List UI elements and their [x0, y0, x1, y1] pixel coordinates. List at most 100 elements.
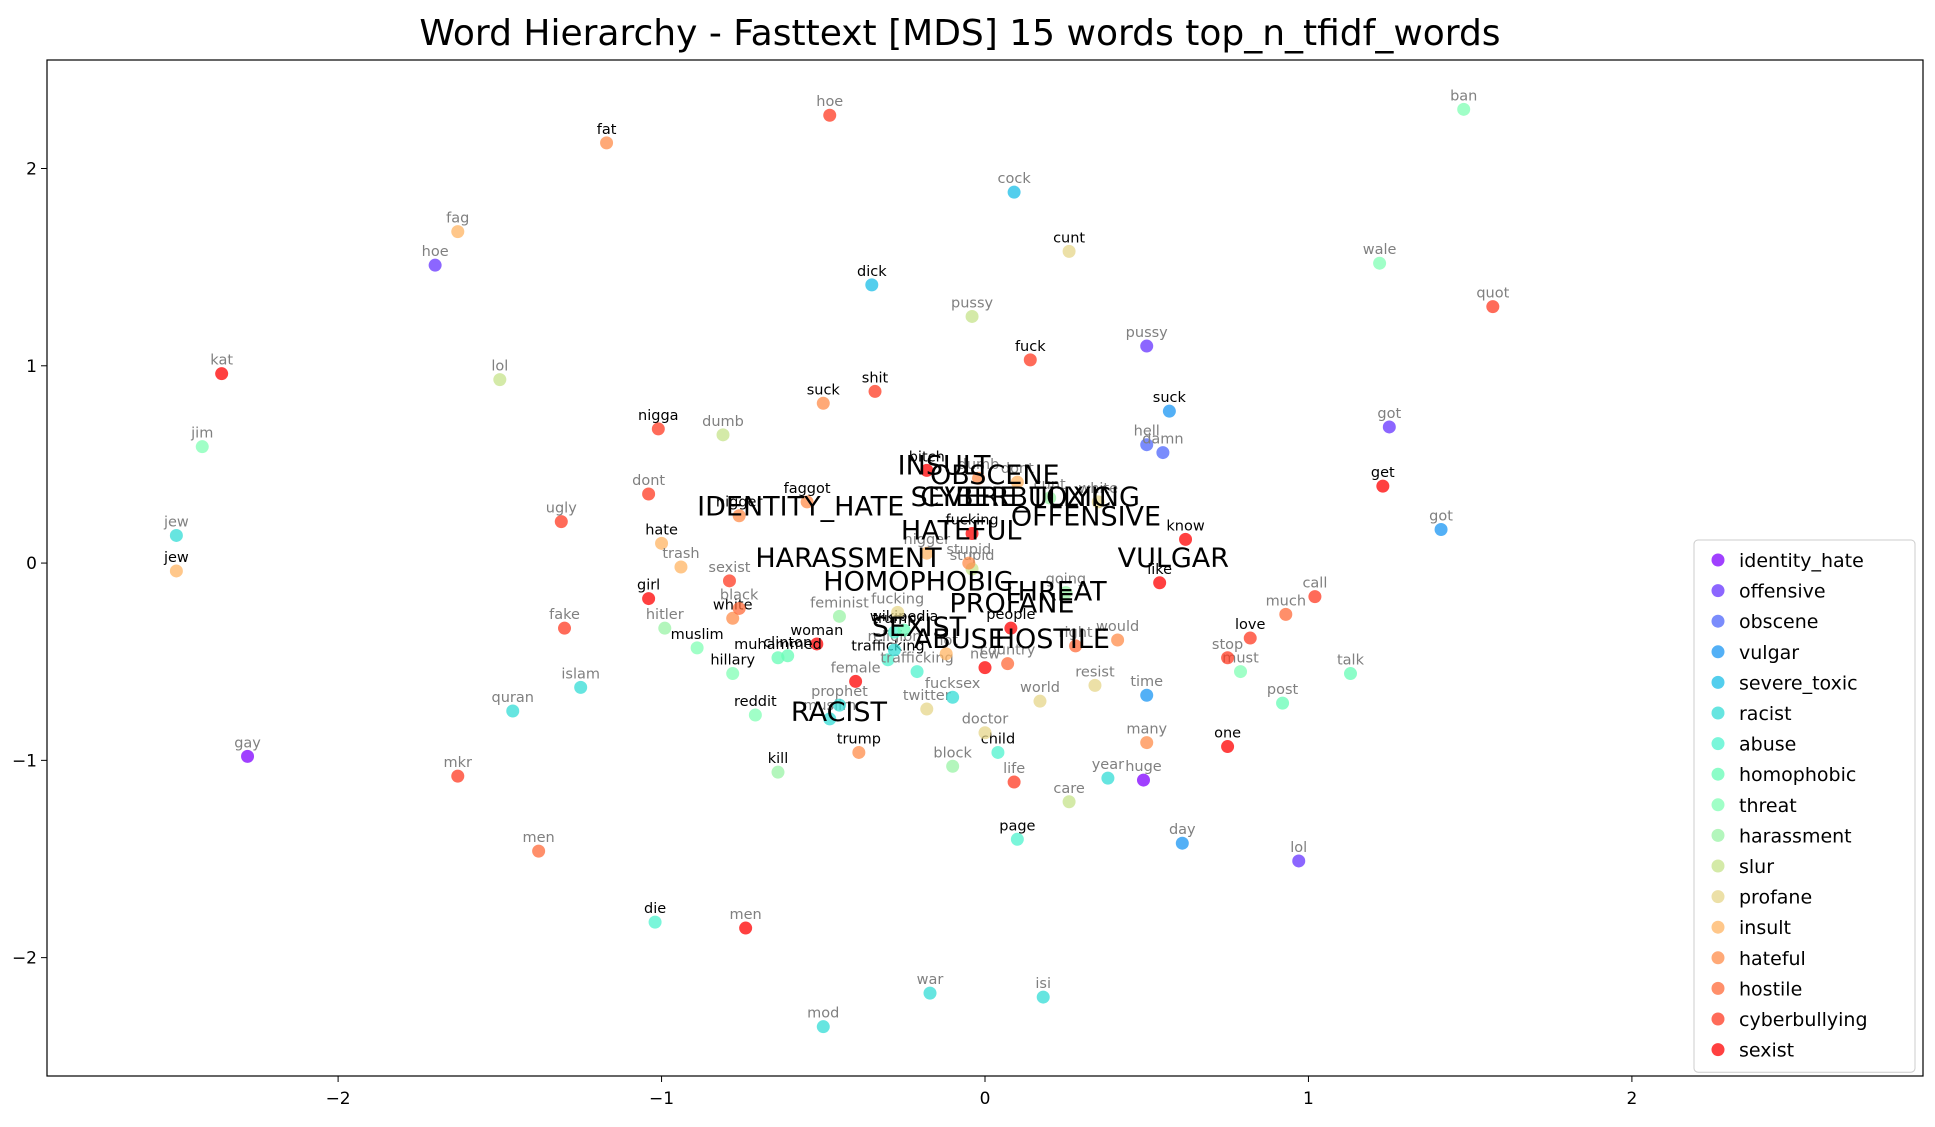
data-point — [1043, 491, 1057, 505]
point-label: doctor — [962, 712, 1009, 728]
point-label: suck — [1153, 390, 1187, 406]
data-point — [1136, 773, 1150, 787]
data-point — [1004, 621, 1018, 635]
point-label: know — [1166, 518, 1204, 534]
point-label: one — [1214, 726, 1241, 742]
legend-marker — [1711, 798, 1725, 812]
data-point — [1062, 244, 1076, 258]
point-label: ban — [1450, 88, 1477, 104]
data-point — [1221, 651, 1235, 665]
data-point — [1069, 639, 1083, 653]
point-label: got — [1429, 509, 1453, 525]
data-point — [1382, 420, 1396, 434]
data-point — [506, 704, 520, 718]
category-label: INSULT — [898, 450, 991, 481]
legend-entry: offensive — [1739, 581, 1826, 603]
data-point — [965, 526, 979, 540]
point-label: many — [1126, 722, 1167, 738]
data-point — [1162, 404, 1176, 418]
legend-marker — [1711, 645, 1725, 659]
data-point — [1091, 495, 1105, 509]
data-point — [1033, 694, 1047, 708]
data-point — [722, 574, 736, 588]
legend-marker — [1711, 1043, 1725, 1057]
point-label: ugly — [546, 501, 577, 517]
point-label: trash — [662, 546, 699, 562]
point-label: stop — [1212, 637, 1243, 653]
legend-box — [1693, 539, 1916, 1073]
point-label: die — [644, 901, 666, 917]
point-label: fucking — [946, 512, 999, 528]
point-label: woman — [790, 623, 843, 639]
data-point — [1023, 353, 1037, 367]
point-label: people — [986, 607, 1035, 623]
data-point — [800, 495, 814, 509]
legend-entry: hostile — [1739, 978, 1802, 1000]
category-label: HARASSMENT — [755, 543, 942, 574]
data-point — [991, 745, 1005, 759]
point-label: trafficking — [851, 639, 924, 655]
data-point — [169, 528, 183, 542]
point-label: stupid — [950, 548, 995, 564]
point-label: hate — [645, 522, 678, 538]
legend-marker — [1711, 828, 1725, 842]
y-tick-label: −1 — [12, 751, 37, 771]
data-point — [690, 641, 704, 655]
data-point — [810, 637, 824, 651]
data-point — [1292, 854, 1306, 868]
legend: identity_hate offensive obscene vulgar sever… — [1693, 539, 1916, 1073]
data-point — [493, 373, 507, 387]
data-point — [532, 844, 546, 858]
data-point — [451, 769, 465, 783]
category-label: PROFANE — [949, 588, 1074, 619]
data-point — [920, 546, 934, 560]
data-point — [1062, 795, 1076, 809]
legend-entry: hateful — [1739, 948, 1806, 970]
point-label: lol — [491, 359, 508, 375]
point-label: prophet — [811, 684, 868, 700]
legend-marker — [1711, 706, 1725, 720]
legend-entry: abuse — [1739, 734, 1796, 756]
legend-marker — [1711, 951, 1725, 965]
data-point — [1001, 657, 1015, 671]
point-label: lol — [1290, 840, 1307, 856]
legend-entry: cyberbullying — [1739, 1009, 1868, 1031]
data-point — [865, 278, 879, 292]
point-label: resist — [1075, 664, 1115, 680]
category-label: SEVERE_TOXIC — [911, 482, 1111, 513]
point-label: nigger — [904, 532, 951, 548]
point-label: wale — [1363, 242, 1397, 258]
point-label: suck — [807, 382, 841, 398]
legend-marker — [1711, 920, 1725, 934]
point-label: dumb — [702, 414, 744, 430]
data-point — [1088, 678, 1102, 692]
point-label: pussy — [951, 295, 994, 311]
data-point — [600, 136, 614, 150]
point-label: kat — [210, 353, 233, 369]
legend-marker — [1711, 890, 1725, 904]
point-label: pussy — [1126, 325, 1169, 341]
point-label: life — [1003, 761, 1025, 777]
data-point — [1308, 590, 1322, 604]
data-point — [642, 487, 656, 501]
category-label: CYBERBULLYING — [920, 482, 1140, 513]
point-label: hoe — [422, 244, 449, 260]
data-point — [1234, 665, 1248, 679]
data-point — [897, 623, 911, 637]
point-label: bitch — [909, 449, 945, 465]
legend-entry: severe_toxic — [1739, 672, 1858, 694]
point-label: twitter — [903, 688, 951, 704]
point-label: white — [1078, 481, 1118, 497]
point-label: faggot — [784, 481, 831, 497]
point-label: mkr — [444, 755, 473, 771]
point-label: islam — [561, 666, 600, 682]
data-point — [1457, 102, 1471, 116]
data-point — [1175, 836, 1189, 850]
category-label: HOMOPHOBIC — [823, 567, 1012, 598]
category-label: OBSCENE — [930, 460, 1060, 491]
legend-marker — [1711, 981, 1725, 995]
point-label: hell — [1134, 424, 1160, 440]
data-point — [920, 702, 934, 716]
data-point — [946, 690, 960, 704]
